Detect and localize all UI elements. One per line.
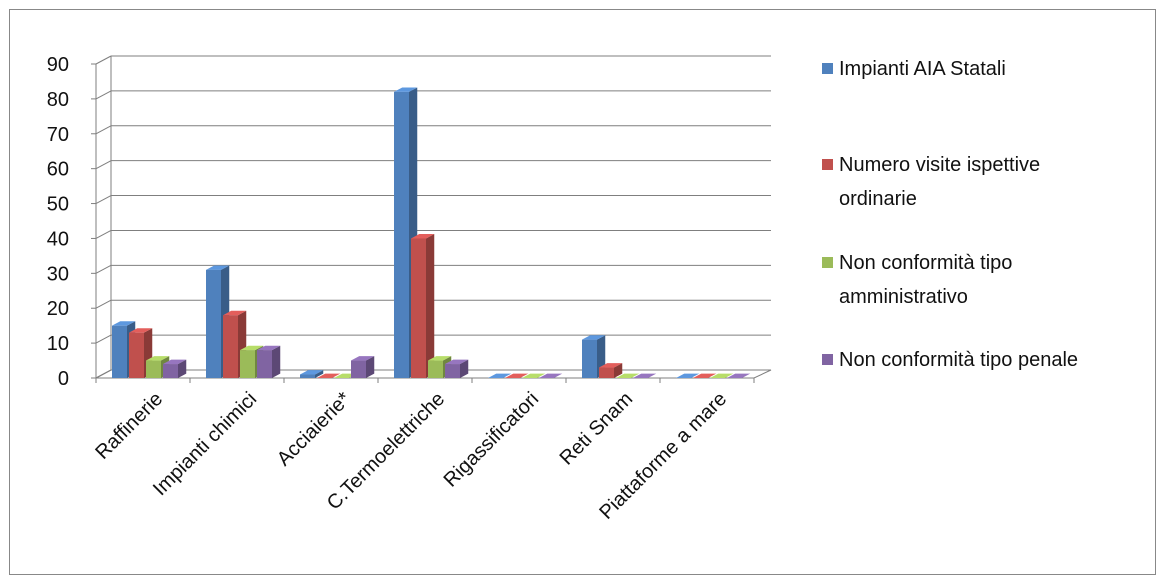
- bar-1-4: [394, 91, 409, 379]
- bar-3-7-top: [710, 373, 734, 378]
- x-tick-label: Rigassificatori: [440, 388, 544, 492]
- y-tick-label: 20: [47, 298, 69, 320]
- y-tick-label: 0: [58, 368, 69, 390]
- bar-2-7-top: [693, 373, 717, 378]
- side-gridline: [95, 334, 112, 344]
- legend-item-series-4: Non conformità tipo penale: [822, 343, 1139, 377]
- bar-1-1-top: [112, 321, 136, 326]
- bar-1-3: [300, 374, 315, 378]
- bar-3-2-top: [240, 345, 264, 351]
- side-gridline: [95, 55, 112, 65]
- y-tick-label: 70: [47, 124, 69, 146]
- bar-2-5-top: [505, 373, 529, 378]
- side-gridline: [95, 125, 112, 135]
- bar-4-1: [163, 364, 178, 378]
- bar-4-5-top: [539, 373, 563, 378]
- bar-1-3-side: [315, 370, 324, 378]
- bar-4-3-side: [366, 356, 375, 378]
- legend-label-series-1: Impianti AIA Statali: [839, 58, 1006, 80]
- bar-1-4-top: [394, 87, 418, 92]
- bar-2-2: [223, 315, 238, 378]
- legend-label-series-2: Numero visite ispettive ordinarie: [839, 154, 1041, 210]
- bar-4-2: [257, 350, 272, 378]
- bar-4-3-top: [351, 356, 375, 361]
- bar-2-6: [599, 367, 614, 378]
- bar-1-3-top: [300, 370, 324, 375]
- bar-3-6-top: [616, 373, 640, 378]
- bar-1-6-top: [582, 335, 606, 340]
- bar-4-2-side: [272, 345, 281, 378]
- legend-item-series-3: Non conformità tipo amministrativo: [822, 246, 1059, 314]
- bar-2-4: [411, 238, 426, 378]
- side-gridline: [95, 90, 112, 100]
- bar-3-5-top: [522, 373, 546, 378]
- bar-2-6-side: [614, 363, 623, 378]
- legend-label-series-3: Non conformità tipo amministrativo: [839, 252, 1013, 308]
- bar-2-4-top: [411, 234, 435, 239]
- x-tick-label: Raffinerie: [91, 388, 167, 464]
- legend-swatch-series-1: [822, 63, 833, 74]
- bar-3-1: [146, 360, 161, 378]
- side-gridline: [95, 160, 112, 170]
- y-tick-label: 30: [47, 263, 69, 285]
- bar-4-6-top: [633, 373, 657, 378]
- x-tick-label: Reti Snam: [556, 388, 638, 470]
- bar-4-1-top: [163, 359, 187, 365]
- bar-1-1: [112, 325, 127, 378]
- chart-frame: [9, 9, 1156, 575]
- side-gridline: [95, 195, 112, 204]
- bar-3-4-top: [428, 356, 452, 361]
- bar-2-4-side: [426, 234, 435, 378]
- bar-4-7-top: [727, 373, 751, 378]
- bar-2-3-top: [317, 373, 341, 378]
- bar-1-5-top: [488, 373, 512, 378]
- legend-swatch-series-4: [822, 354, 833, 365]
- legend-swatch-series-2: [822, 159, 833, 170]
- legend-item-series-1: Impianti AIA Statali: [822, 52, 1139, 86]
- bar-4-4-top: [445, 359, 469, 365]
- y-tick-label: 80: [47, 89, 69, 111]
- side-gridline: [95, 264, 112, 274]
- y-tick-label: 90: [47, 54, 69, 76]
- bar-2-1: [129, 332, 144, 378]
- bar-4-4-side: [460, 359, 469, 378]
- side-gridline: [95, 299, 112, 309]
- y-tick-label: 60: [47, 159, 69, 181]
- side-gridline: [95, 230, 112, 239]
- bar-1-6: [582, 339, 597, 378]
- bar-4-4: [445, 364, 460, 378]
- legend-swatch-series-3: [822, 257, 833, 268]
- bar-1-2: [206, 269, 221, 378]
- legend-label-series-4: Non conformità tipo penale: [839, 349, 1079, 371]
- bar-4-2-top: [257, 345, 281, 351]
- bar-2-2-top: [223, 310, 247, 316]
- x-tick-label: Acciaierie*: [273, 388, 356, 471]
- bar-3-1-top: [146, 356, 170, 361]
- legend-item-series-2: Numero visite ispettive ordinarie: [822, 148, 1119, 216]
- bar-2-6-top: [599, 363, 623, 368]
- bar-1-2-top: [206, 265, 230, 270]
- y-tick-label: 50: [47, 194, 69, 216]
- y-tick-label: 40: [47, 228, 69, 250]
- bar-2-1-top: [129, 328, 153, 333]
- y-tick-label: 10: [47, 333, 69, 355]
- bar-1-7-top: [676, 373, 700, 378]
- bar-3-4: [428, 360, 443, 378]
- bar-3-2: [240, 350, 255, 378]
- bar-4-1-side: [178, 359, 187, 378]
- bar-4-3: [351, 360, 366, 378]
- legend: Impianti AIA Statali Numero visite ispet…: [822, 0, 1152, 420]
